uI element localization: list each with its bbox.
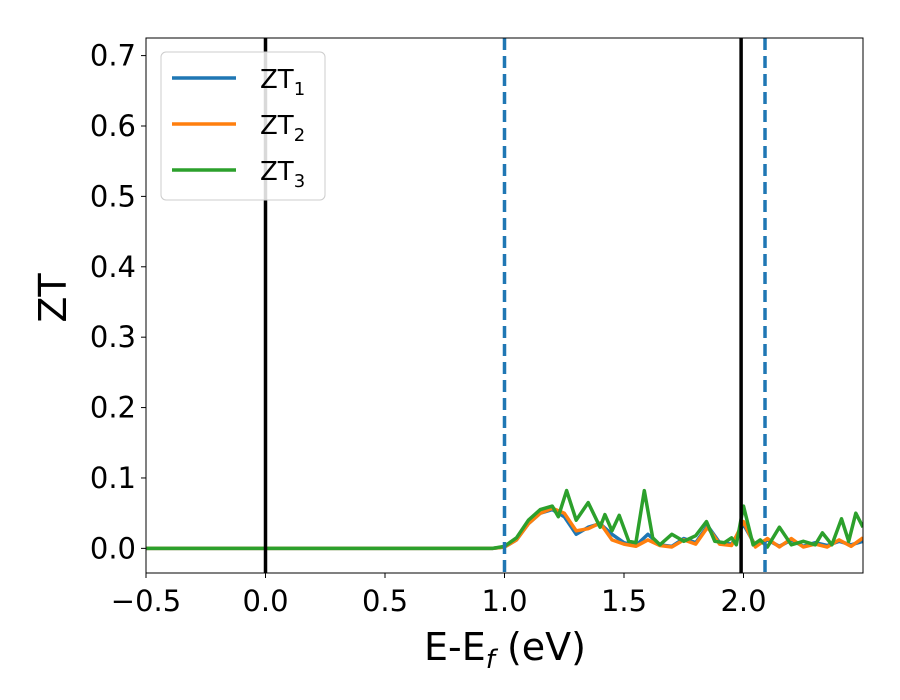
x-tick-label: 0.5 bbox=[362, 584, 408, 618]
x-axis-title-unit: (eV) bbox=[495, 625, 586, 669]
legend-label-zt3: ZT3 bbox=[260, 157, 305, 192]
y-tick-label: 0.0 bbox=[90, 531, 136, 565]
legend-label-zt1: ZT1 bbox=[260, 65, 305, 100]
y-axis-title: ZT bbox=[31, 273, 75, 323]
y-tick-label: 0.3 bbox=[90, 320, 136, 354]
y-tick-label: 0.4 bbox=[90, 250, 136, 284]
series-line-zt3 bbox=[146, 488, 863, 551]
x-tick-label: 1.5 bbox=[601, 584, 647, 618]
x-tick-label: 2.0 bbox=[720, 584, 766, 618]
x-tick-label: 1.0 bbox=[481, 584, 527, 618]
legend-box bbox=[160, 51, 326, 201]
y-tick-label: 0.1 bbox=[90, 461, 136, 495]
x-tick-label: −0.5 bbox=[111, 584, 181, 618]
y-tick-label: 0.6 bbox=[90, 109, 136, 143]
x-axis-title: E-Ef (eV) bbox=[424, 625, 586, 675]
legend: ZT1 ZT2 ZT3 bbox=[160, 51, 326, 201]
x-tick-label: 0.0 bbox=[242, 584, 288, 618]
legend-label-zt2: ZT2 bbox=[260, 111, 305, 146]
y-tick-label: 0.5 bbox=[90, 179, 136, 213]
axis-ticks: −0.5 0.0 0.5 1.0 1.5 2.0 0.0 0.1 0.2 0.3 0.4 0.5 0.6… bbox=[90, 39, 767, 618]
y-tick-label: 0.7 bbox=[90, 39, 136, 73]
x-axis-title-main: E-E bbox=[424, 625, 486, 669]
y-tick-label: 0.2 bbox=[90, 391, 136, 425]
